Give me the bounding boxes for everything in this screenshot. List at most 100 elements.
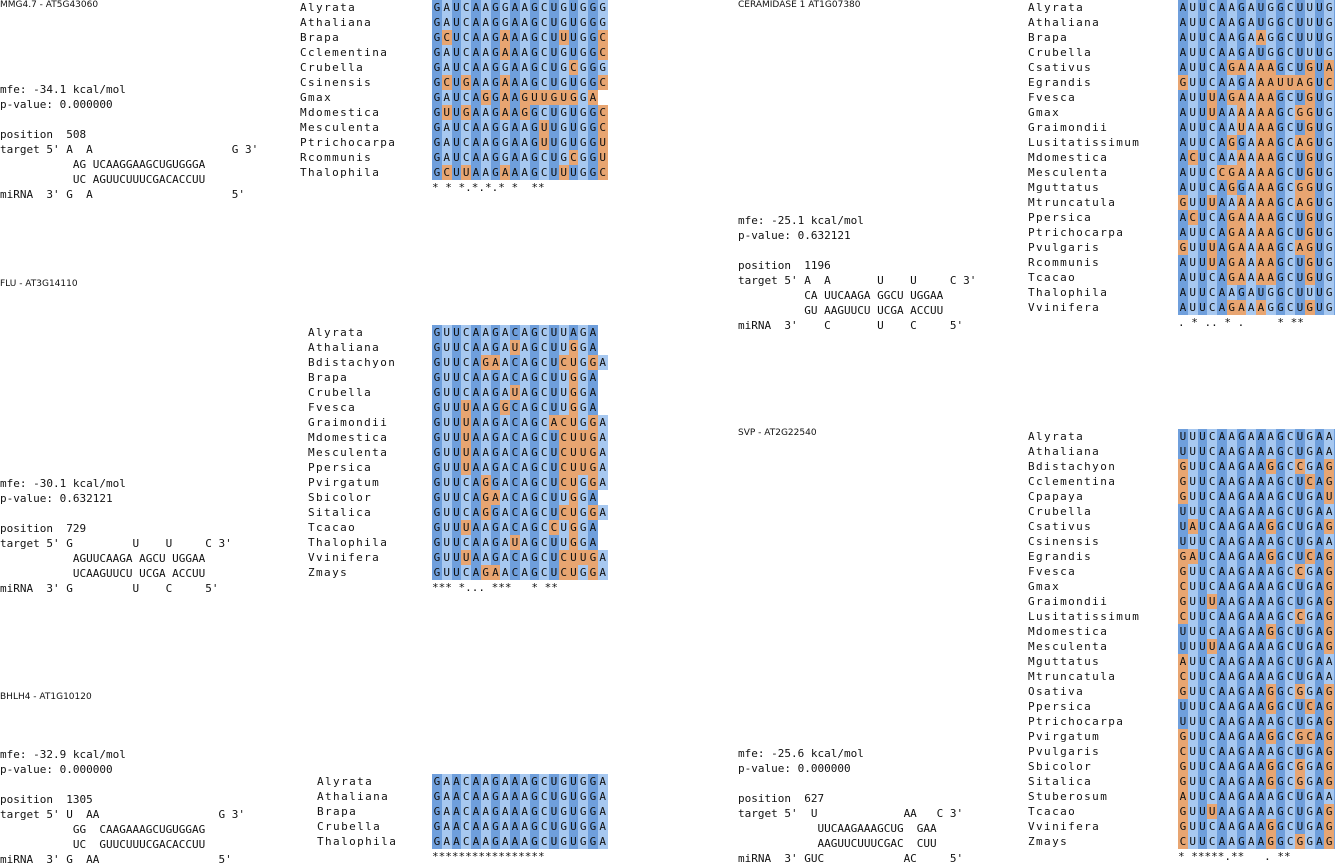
nucleotide-cell: U (451, 15, 462, 30)
nucleotide-cell: G (1275, 654, 1286, 669)
nucleotide-cell: A (471, 430, 481, 445)
nucleotide-cell: G (1275, 819, 1286, 834)
nucleotide-cell: A (1256, 549, 1266, 564)
nucleotide-cell: C (510, 355, 520, 370)
nucleotide-cell: U (1187, 684, 1198, 699)
nucleotide-cell: U (549, 505, 559, 520)
nucleotide-cell: A (1217, 459, 1227, 474)
nucleotide-cell: G (1295, 180, 1305, 195)
nucleotide-cell: G (1178, 759, 1188, 774)
nucleotide-cell: C (1207, 774, 1217, 789)
nucleotide-cell: G (588, 150, 598, 165)
nucleotide-cell: A (1256, 30, 1266, 45)
nucleotide-cell: U (1187, 225, 1198, 240)
nucleotide-cell: C (461, 0, 471, 15)
nucleotide-cell: U (1295, 519, 1305, 534)
nucleotide-cell: C (597, 75, 608, 90)
nucleotide-cell: G (1236, 729, 1247, 744)
nucleotide-cell: C (1295, 564, 1305, 579)
nucleotide-cell: A (519, 0, 530, 15)
nucleotide-cell: U (1197, 519, 1208, 534)
nucleotide-cell: G (1275, 15, 1286, 30)
nucleotide-cell: G (1275, 45, 1286, 60)
nucleotide-cell: G (1265, 285, 1276, 300)
nucleotide-cell: A (1256, 609, 1266, 624)
nucleotide-cell: G (1178, 489, 1188, 504)
nucleotide-cell: G (1265, 834, 1276, 849)
nucleotide-cell: G (1275, 105, 1286, 120)
nucleotide-cell: A (1217, 504, 1227, 519)
nucleotide-cell: G (1324, 684, 1334, 699)
nucleotide-cell: U (451, 505, 462, 520)
nucleotide-cell: U (549, 819, 559, 834)
species-name: Graimondii (308, 416, 389, 429)
nucleotide-cell: G (1304, 459, 1315, 474)
nucleotide-cell: U (1197, 225, 1208, 240)
nucleotide-cell: G (1275, 519, 1286, 534)
nucleotide-cell: C (1207, 444, 1217, 459)
nucleotide-cell: G (432, 505, 442, 520)
nucleotide-cell: U (1197, 150, 1208, 165)
nucleotide-cell: A (471, 165, 481, 180)
nucleotide-cell: G (1236, 579, 1247, 594)
nucleotide-cell: U (441, 355, 452, 370)
nucleotide-cell: A (1226, 609, 1237, 624)
nucleotide-cell: U (451, 75, 462, 90)
nucleotide-cell: G (490, 60, 501, 75)
nucleotide-cell: A (1265, 534, 1276, 549)
alignment-row: AUUCAAGAUGGCUUUGGA (1178, 15, 1335, 30)
nucleotide-cell: C (1207, 819, 1217, 834)
nucleotide-cell: A (588, 400, 598, 415)
nucleotide-cell: G (588, 819, 598, 834)
nucleotide-cell: U (549, 340, 559, 355)
nucleotide-cell: G (1324, 819, 1334, 834)
nucleotide-cell: A (1256, 654, 1266, 669)
nucleotide-cell: A (471, 370, 481, 385)
nucleotide-cell: G (1275, 609, 1286, 624)
nucleotide-cell: C (1207, 429, 1217, 444)
nucleotide-cell: A (1178, 135, 1188, 150)
nucleotide-cell: U (1197, 15, 1208, 30)
nucleotide-cell: A (1226, 789, 1237, 804)
nucleotide-cell: G (1265, 624, 1276, 639)
nucleotide-cell: G (529, 355, 540, 370)
nucleotide-cell: G (1304, 75, 1315, 90)
nucleotide-cell: U (1295, 120, 1305, 135)
nucleotide-cell: G (1324, 699, 1334, 714)
nucleotide-cell: U (549, 325, 559, 340)
nucleotide-cell: G (1236, 714, 1247, 729)
nucleotide-cell: G (432, 819, 442, 834)
nucleotide-cell: A (1265, 75, 1276, 90)
nucleotide-cell: A (519, 475, 530, 490)
nucleotide-cell: G (1295, 834, 1305, 849)
nucleotide-cell: C (1285, 489, 1295, 504)
nucleotide-cell: U (1187, 270, 1198, 285)
species-name: Csativus (1028, 520, 1093, 533)
nucleotide-cell: A (480, 445, 491, 460)
nucleotide-cell: G (1236, 135, 1247, 150)
nucleotide-cell: A (1314, 459, 1325, 474)
nucleotide-cell: G (578, 370, 588, 385)
nucleotide-cell: A (1217, 729, 1227, 744)
species-name: Mdomestica (1028, 151, 1109, 164)
nucleotide-cell: U (441, 415, 452, 430)
nucleotide-cell: A (597, 789, 608, 804)
nucleotide-cell: G (432, 90, 442, 105)
species-name: Alyrata (1028, 430, 1085, 443)
nucleotide-cell: C (1207, 714, 1217, 729)
nucleotide-cell: C (1207, 285, 1217, 300)
nucleotide-cell: C (510, 415, 520, 430)
nucleotide-cell: C (1285, 255, 1295, 270)
nucleotide-cell: A (519, 460, 530, 475)
nucleotide-cell: A (519, 520, 530, 535)
alignment-row: GUUCAAGAAGGCGGAGGA (1178, 774, 1335, 789)
nucleotide-cell: A (471, 535, 481, 550)
